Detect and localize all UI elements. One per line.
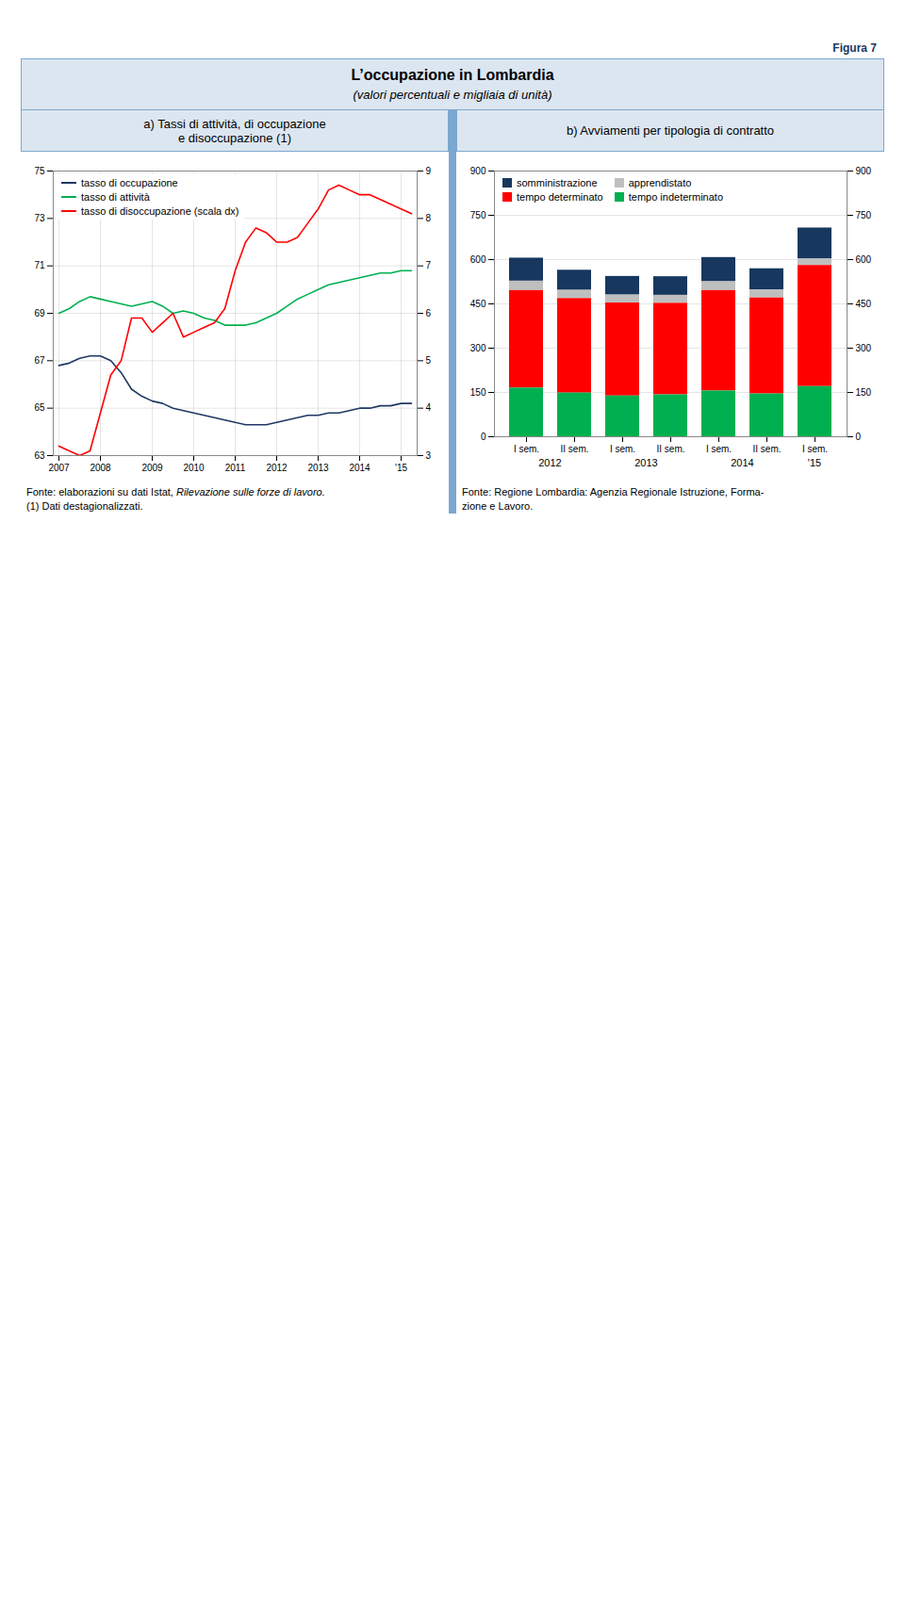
html-text:L’occupazione in Lombardia: L’occupazione in Lombardia <box>351 66 554 83</box>
svg-text:67: 67 <box>33 355 46 366</box>
svg-text:2009: 2009 <box>141 462 164 474</box>
svg-text:4: 4 <box>426 402 432 413</box>
svg-text:0: 0 <box>480 431 487 443</box>
svg-text:I sem.: I sem. <box>513 444 540 455</box>
html-text:tasso di attività: tasso di attività <box>81 191 150 203</box>
svg-text:450: 450 <box>470 298 487 310</box>
svg-text:600: 600 <box>855 254 873 265</box>
svg-text:600: 600 <box>470 254 487 265</box>
html-text:Fonte: elaborazioni su dati Is: Fonte: elaborazioni su dati Istat, Rilev… <box>26 486 325 498</box>
html-text:Fonte: Regione Lombardia: Agen: Fonte: Regione Lombardia: Agenzia Region… <box>461 486 764 512</box>
html-text:apprendistato: apprendistato <box>628 177 692 189</box>
svg-text:150: 150 <box>470 387 487 398</box>
svg-text:750: 750 <box>855 210 873 221</box>
svg-text:71: 71 <box>33 260 46 271</box>
svg-text:0: 0 <box>855 431 862 443</box>
svg-text:II sem.: II sem. <box>656 444 685 455</box>
svg-text:73: 73 <box>33 213 46 224</box>
svg-text:2012: 2012 <box>538 457 561 469</box>
svg-text:II sem.: II sem. <box>559 444 589 455</box>
svg-text:9: 9 <box>426 165 432 177</box>
svg-text:2014: 2014 <box>348 462 371 474</box>
svg-text:2007: 2007 <box>48 462 70 474</box>
html-text:tempo indeterminato: tempo indeterminato <box>628 191 724 203</box>
svg-text:I sem.: I sem. <box>706 444 732 455</box>
html-text:tasso di disoccupazione (scala: tasso di disoccupazione (scala dx) <box>81 205 239 217</box>
svg-text:6: 6 <box>426 308 432 319</box>
svg-text:I sem.: I sem. <box>609 444 636 455</box>
svg-text:750: 750 <box>470 210 487 221</box>
html-text:b) Avviamenti per tipologia di: b) Avviamenti per tipologia di contratto <box>566 123 775 138</box>
svg-text:2014: 2014 <box>730 457 754 469</box>
svg-text:7: 7 <box>426 260 432 271</box>
html-text:a) Tassi di attività, di occup: a) Tassi di attività, di occupazione e d… <box>143 116 326 145</box>
svg-text:300: 300 <box>470 343 487 354</box>
svg-text:2008: 2008 <box>89 462 112 474</box>
svg-text:II sem.: II sem. <box>752 444 781 455</box>
svg-text:65: 65 <box>33 402 46 413</box>
svg-text:2013: 2013 <box>634 457 658 469</box>
html-text:tempo determinato: tempo determinato <box>516 191 604 203</box>
svg-text:2010: 2010 <box>182 462 205 474</box>
svg-text:69: 69 <box>33 308 46 319</box>
html-text:(valori percentuali e migliaia: (valori percentuali e migliaia di unità) <box>353 87 552 102</box>
svg-text:75: 75 <box>33 165 46 177</box>
svg-text:63: 63 <box>33 450 46 461</box>
svg-text:2011: 2011 <box>225 462 247 474</box>
svg-text:150: 150 <box>855 387 873 398</box>
html-text:somministrazione: somministrazione <box>516 177 598 189</box>
svg-text:8: 8 <box>426 213 432 224</box>
svg-text:I sem.: I sem. <box>802 444 828 455</box>
svg-text:'15: '15 <box>807 457 822 469</box>
svg-text:2013: 2013 <box>307 462 330 474</box>
svg-text:5: 5 <box>426 355 432 366</box>
svg-text:3: 3 <box>426 450 432 461</box>
svg-text:900: 900 <box>470 165 487 177</box>
svg-text:450: 450 <box>855 298 873 310</box>
svg-text:'15: '15 <box>394 462 408 474</box>
html-text:tasso di occupazione: tasso di occupazione <box>81 177 178 189</box>
html-text:Figura 7: Figura 7 <box>832 41 877 55</box>
svg-text:300: 300 <box>855 343 873 354</box>
html-text:(1) Dati destagionalizzati.: (1) Dati destagionalizzati. <box>26 500 143 512</box>
svg-text:2012: 2012 <box>265 462 288 474</box>
svg-text:900: 900 <box>855 165 873 177</box>
